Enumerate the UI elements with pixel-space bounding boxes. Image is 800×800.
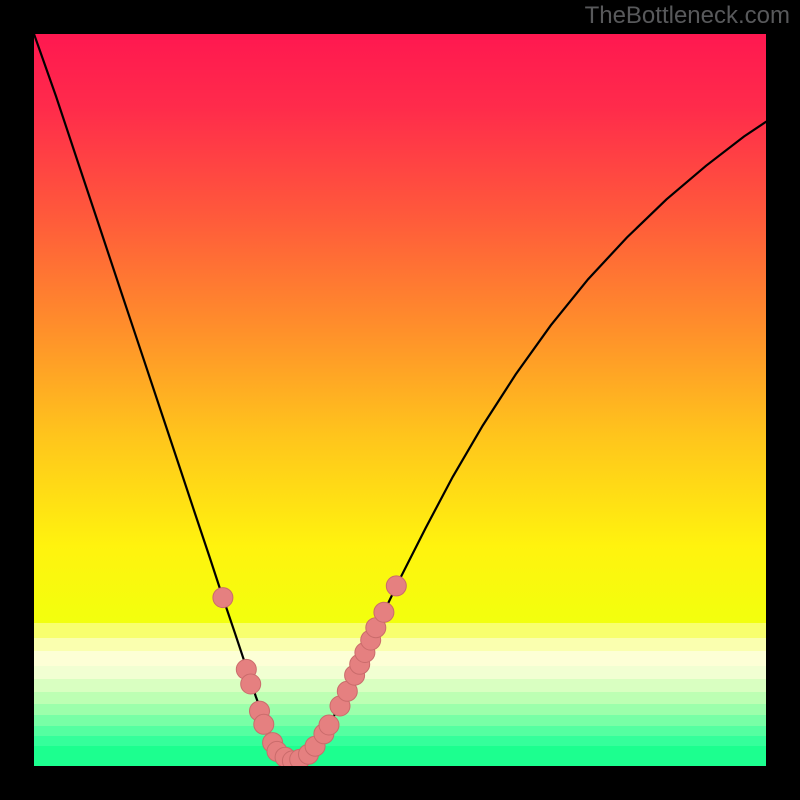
data-marker bbox=[241, 674, 261, 694]
chart-frame: TheBottleneck.com bbox=[0, 0, 800, 800]
data-marker bbox=[386, 576, 406, 596]
data-marker bbox=[213, 588, 233, 608]
data-marker bbox=[374, 602, 394, 622]
plot-area bbox=[34, 34, 766, 766]
data-marker bbox=[254, 714, 274, 734]
chart-svg bbox=[34, 34, 766, 766]
watermark-text: TheBottleneck.com bbox=[585, 2, 790, 30]
curve-left-branch bbox=[34, 34, 292, 761]
data-marker bbox=[319, 715, 339, 735]
